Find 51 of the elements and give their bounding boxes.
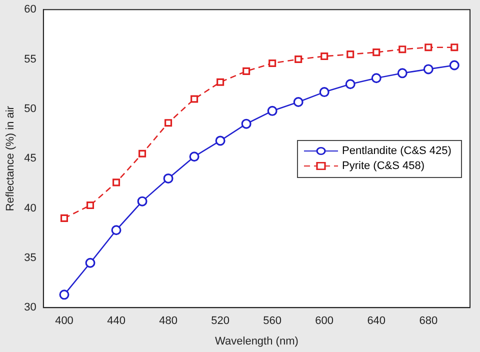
legend-label: Pyrite (C&S 458) — [342, 160, 425, 172]
point — [423, 64, 434, 74]
point — [111, 225, 122, 236]
point — [242, 67, 250, 75]
x-tick-label: 560 — [263, 315, 282, 328]
y-tick-label: 30 — [24, 302, 36, 314]
point — [112, 178, 120, 186]
point — [450, 44, 458, 52]
y-tick-label: 60 — [24, 4, 36, 16]
point — [345, 79, 356, 90]
point — [86, 202, 94, 210]
x-tick-label: 480 — [159, 315, 178, 328]
x-axis-title: Wavelength (nm) — [215, 335, 298, 348]
point — [397, 68, 408, 78]
point — [268, 59, 276, 68]
point — [137, 196, 148, 206]
point — [294, 55, 302, 64]
point — [85, 258, 96, 268]
x-tick-label: 440 — [107, 315, 126, 328]
point — [267, 106, 278, 116]
point — [164, 119, 172, 127]
x-tick-label: 640 — [367, 315, 386, 328]
point — [449, 60, 460, 70]
y-tick-label: 40 — [24, 202, 36, 214]
point — [138, 150, 146, 158]
point — [190, 95, 198, 103]
y-tick-label: 45 — [24, 152, 36, 165]
y-tick-label: 50 — [24, 102, 36, 115]
point — [60, 214, 68, 222]
y-axis-title: Reflectance (%) in air — [4, 106, 17, 212]
legend-label: Pentlandite (C&S 425) — [342, 145, 452, 158]
point — [398, 46, 406, 54]
point — [293, 96, 304, 107]
point — [215, 136, 226, 146]
point — [216, 78, 224, 86]
y-tick-label: 35 — [24, 252, 36, 264]
x-tick-label: 520 — [211, 315, 230, 328]
point — [346, 50, 354, 58]
point — [371, 73, 382, 84]
x-tick-label: 400 — [55, 315, 74, 328]
point — [59, 290, 70, 300]
point — [319, 87, 330, 98]
point — [241, 118, 252, 129]
point — [424, 44, 432, 52]
point — [320, 52, 328, 60]
x-tick-label: 600 — [315, 315, 334, 328]
point — [163, 173, 174, 184]
x-tick-label: 680 — [419, 315, 438, 328]
point — [189, 152, 200, 162]
y-tick-label: 55 — [24, 53, 36, 66]
point — [372, 48, 380, 56]
